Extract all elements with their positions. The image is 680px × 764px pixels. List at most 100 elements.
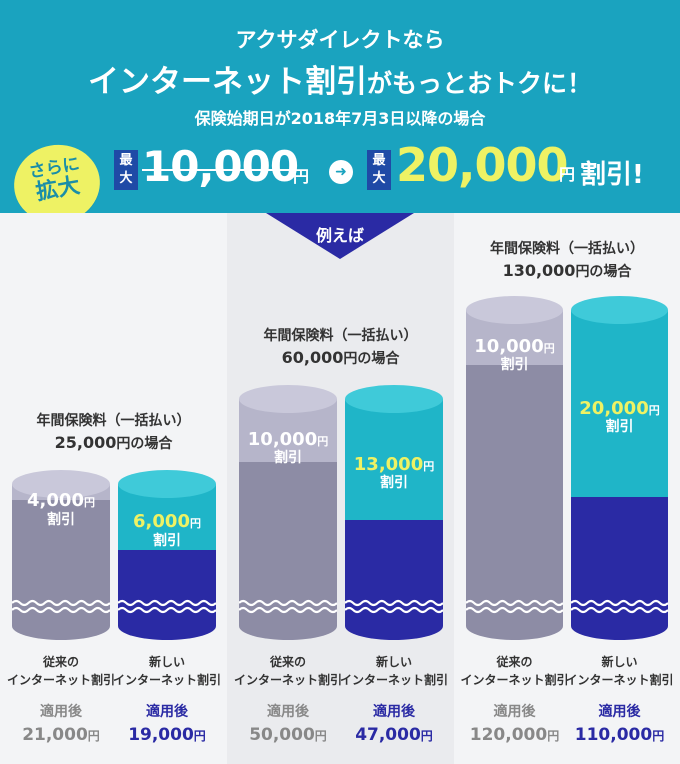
plan-caption: 従来のインターネット割引 [2, 653, 120, 689]
new-yen: 円 [559, 165, 576, 184]
premium-after-discount: 110,000円 [561, 725, 678, 745]
discount-word: 割引 [500, 357, 529, 374]
discount-amount: 6,000 [133, 511, 190, 532]
old-discount-result: 従来のインターネット割引 適用後 21,000円 [2, 653, 120, 753]
example-pointer [266, 213, 414, 259]
premium-suffix: 円の場合 [575, 264, 632, 280]
premium-title: 年間保険料（一括払い） [263, 328, 418, 344]
headline-internet-discount: インターネット割引 [87, 64, 367, 100]
amount-value: 110,000 [574, 725, 653, 745]
amount-value: 47,000 [355, 725, 421, 745]
discount-word: 割引 [380, 475, 408, 492]
discount-segment [345, 399, 443, 520]
annual-premium-label: 年間保険料（一括払い） 25,000円の場合 [0, 410, 227, 455]
discount-yen: 円 [83, 496, 95, 509]
amount-value: 50,000 [249, 725, 315, 745]
discount-word: 割引 [274, 450, 302, 467]
premium-after-discount: 19,000円 [108, 725, 226, 745]
cylinder-body [571, 310, 668, 640]
after-label: 適用後 [373, 704, 415, 720]
old-yen: 円 [293, 167, 310, 186]
premium-after-discount: 47,000円 [335, 725, 453, 745]
caption-line2: インターネット割引 [565, 673, 674, 687]
cylinder-top [239, 385, 337, 413]
strikethrough-line [142, 169, 290, 171]
discount-label: 6,000円 割引 [118, 511, 216, 549]
caption-line1: 従来の [42, 655, 79, 669]
discount-label: 20,000円 割引 [571, 398, 668, 436]
headline-line2: インターネット割引がもっとおトクに！ [0, 56, 680, 101]
after-label: 適用後 [598, 704, 641, 720]
cylinder-body [466, 310, 563, 640]
old-discount-result: 従来の インターネット割引適用後 50,000円 [229, 653, 347, 753]
amount-yen: 円 [87, 729, 100, 743]
wave-break-icon [12, 599, 110, 614]
caption-line1: 新しい [375, 655, 412, 669]
premium-case: 60,000円の場合 [227, 347, 454, 370]
discount-amount: 4,000 [27, 490, 84, 511]
premium-title: 年間保険料（一括払い） [36, 413, 191, 429]
cylinder-top [571, 296, 668, 324]
discount-yen: 円 [423, 459, 435, 473]
plan-caption: 従来の インターネット割引 [229, 653, 347, 689]
cylinder-top [12, 470, 110, 498]
discount-yen: 円 [648, 403, 660, 417]
premium-suffix: 円の場合 [116, 436, 173, 452]
plan-caption: 新しい インターネット割引 [108, 653, 226, 689]
discount-label: 10,000円 割引 [466, 335, 563, 374]
premium-case: 130,000円の場合 [454, 260, 680, 283]
amount-yen: 円 [652, 729, 665, 743]
premium-amount: 60,000 [281, 348, 344, 367]
wave-break-icon [571, 599, 668, 614]
old-max-discount: 10,000 [142, 142, 299, 191]
amount-value: 120,000 [469, 725, 548, 745]
premium-suffix: 円の場合 [343, 351, 400, 367]
amount-yen: 円 [420, 729, 433, 743]
caption-line2: インターネット割引 [339, 673, 448, 687]
arrow-right-icon: ➜ [329, 160, 353, 184]
discount-amount: 13,000 [353, 453, 424, 475]
caption-line2: インターネット割引 [460, 673, 569, 687]
old-discount-cylinder: 10,000円割引 [239, 385, 337, 640]
discount-label: 13,000円割引 [345, 453, 443, 492]
old-discount-result: 従来のインターネット割引 適用後 120,000円 [456, 653, 573, 753]
premium-after-discount: 21,000円 [2, 725, 120, 745]
cylinder-body [118, 484, 216, 640]
discount-yen: 円 [317, 434, 329, 448]
new-discount-result: 新しい インターネット割引適用後 19,000円 [108, 653, 226, 753]
wave-break-icon [118, 599, 216, 614]
cylinder-body [345, 399, 443, 640]
plan-caption: 従来のインターネット割引 [456, 653, 573, 689]
caption-line2: インターネット割引 [6, 673, 115, 687]
old-discount-cylinder: 10,000円 割引 [466, 296, 563, 640]
caption-line1: 従来の [496, 655, 533, 669]
after-label: 適用後 [267, 704, 309, 720]
caption-line1: 従来の [269, 655, 306, 669]
after-label: 適用後 [493, 704, 536, 720]
after-label: 適用後 [146, 704, 188, 720]
new-discount-cylinder: 13,000円割引 [345, 385, 443, 640]
plan-caption: 新しいインターネット割引 [561, 653, 678, 689]
premium-amount: 25,000 [54, 433, 117, 452]
cylinder-body [239, 399, 337, 640]
premium-after-discount: 50,000円 [229, 725, 347, 745]
headline-line1: アクサダイレクトなら [235, 28, 445, 52]
caption-line2: インターネット割引 [112, 673, 221, 687]
discount-label: 10,000円割引 [239, 428, 337, 467]
new-discount-result: 新しいインターネット割引 適用後 110,000円 [561, 653, 678, 753]
max-tag-new: 最大 [367, 150, 391, 190]
example-label: 例えば [315, 226, 364, 245]
discount-word: 割引 [47, 511, 75, 528]
plan-caption: 新しいインターネット割引 [335, 653, 453, 689]
discount-amount: 10,000 [474, 335, 544, 357]
discount-segment [571, 310, 668, 497]
caption-line1: 新しい [601, 655, 638, 669]
max-tag-old: 最大 [114, 150, 138, 190]
after-label: 適用後 [40, 704, 82, 720]
amount-yen: 円 [547, 729, 560, 743]
annual-premium-label: 年間保険料（一括払い） 60,000円の場合 [227, 325, 454, 370]
wave-break-icon [466, 599, 563, 614]
discount-amount: 10,000 [247, 428, 318, 450]
headline-more-savings: がもっとおトクに！ [366, 69, 592, 98]
premium-after-discount: 120,000円 [456, 725, 573, 745]
